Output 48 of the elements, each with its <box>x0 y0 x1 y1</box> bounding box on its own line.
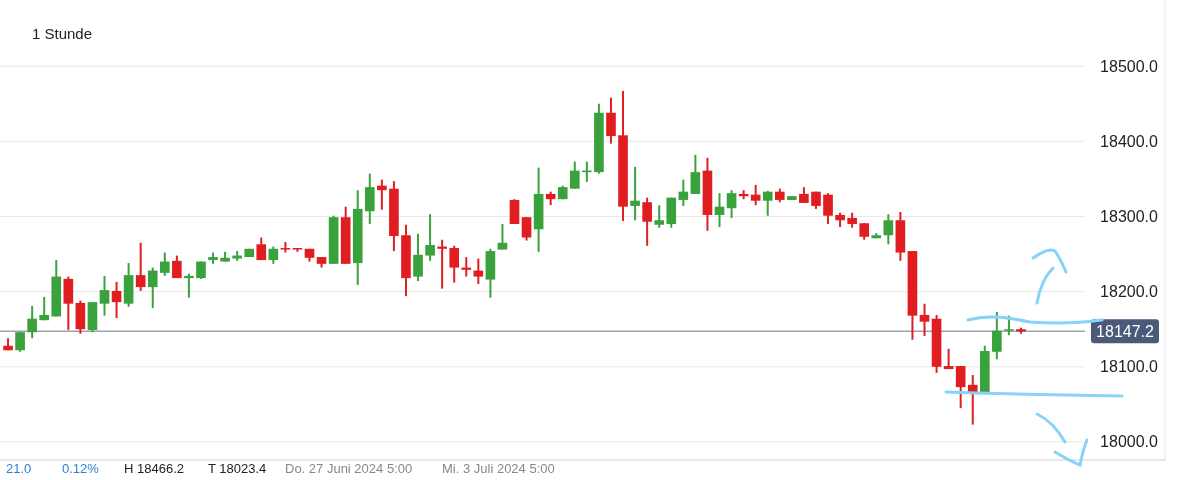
candlestick <box>497 222 508 251</box>
y-tick-label: 18400.0 <box>1100 132 1159 150</box>
text: 0.12% <box>62 461 100 476</box>
text: Mi. 3 Juli 2024 5:00 <box>442 461 555 476</box>
candlestick <box>750 183 761 207</box>
candlestick <box>425 213 435 262</box>
candlestick <box>726 189 737 219</box>
ref-line-label: 18147.2 <box>1096 322 1155 340</box>
y-tick-label: 18300.0 <box>1100 207 1159 225</box>
y-tick-label: 18200.0 <box>1100 283 1159 301</box>
candlestick <box>992 310 1002 361</box>
y-tick-label: 18100.0 <box>1100 358 1159 376</box>
candlestick <box>111 280 122 319</box>
candlestick <box>99 274 110 317</box>
candlestick <box>413 232 423 283</box>
candlestick <box>690 153 701 195</box>
candlestick <box>630 165 640 222</box>
candlestick <box>883 213 894 246</box>
candlestick <box>919 302 930 337</box>
candlestick <box>27 304 37 340</box>
text: 1 Stunde <box>32 25 93 42</box>
y-tick-label: 18500.0 <box>1100 57 1159 75</box>
text: T 18023.4 <box>208 461 267 476</box>
y-tick-label: 18000.0 <box>1100 433 1159 451</box>
candlestick <box>606 96 616 145</box>
candlestick <box>184 272 194 299</box>
candlestick <box>762 189 773 217</box>
text: Do. 27 Juni 2024 5:00 <box>285 461 413 476</box>
candlestick <box>955 365 966 410</box>
candlestick <box>437 238 447 290</box>
candlestick <box>569 160 580 190</box>
candlestick <box>159 251 170 277</box>
candlestick <box>654 204 665 229</box>
text: H 18466.2 <box>124 461 184 476</box>
candlestick <box>449 244 460 284</box>
candlestick <box>15 331 25 353</box>
candlestick <box>521 216 532 242</box>
candlestick <box>642 196 652 247</box>
text: 21.0 <box>6 461 32 476</box>
candlestick <box>377 178 387 211</box>
candlestick <box>1004 314 1014 337</box>
candlestick <box>678 178 689 207</box>
candlestick <box>473 257 484 286</box>
candlestick <box>147 266 158 310</box>
candlestick <box>823 192 833 225</box>
candlestick <box>461 256 472 278</box>
candlestick <box>714 192 725 228</box>
candlestick <box>135 241 146 292</box>
